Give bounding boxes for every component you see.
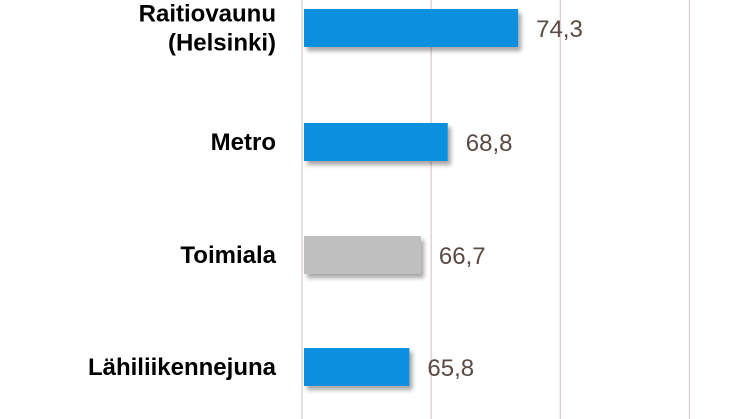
category-label-0-line-0: Raitiovaunu bbox=[139, 1, 276, 28]
bar-0 bbox=[304, 9, 519, 47]
labels: 74,3 Raitiovaunu(Helsinki) 68,8 Metro 66,7 To… bbox=[88, 1, 583, 383]
bar-1 bbox=[304, 123, 448, 161]
bars bbox=[304, 9, 519, 386]
value-label-2: 66,7 bbox=[439, 243, 486, 270]
value-label-3: 65,8 bbox=[427, 355, 474, 382]
category-label-0-line-1: (Helsinki) bbox=[168, 30, 276, 57]
value-label-0: 74,3 bbox=[536, 16, 583, 43]
category-label-3: Lähiliikennejuna bbox=[88, 354, 277, 381]
category-label-2: Toimiala bbox=[180, 242, 276, 269]
value-label-1: 68,8 bbox=[466, 130, 513, 157]
bar-2 bbox=[304, 236, 421, 274]
gridlines bbox=[301, 0, 691, 419]
bar-3 bbox=[304, 348, 410, 386]
category-label-1: Metro bbox=[211, 129, 276, 156]
